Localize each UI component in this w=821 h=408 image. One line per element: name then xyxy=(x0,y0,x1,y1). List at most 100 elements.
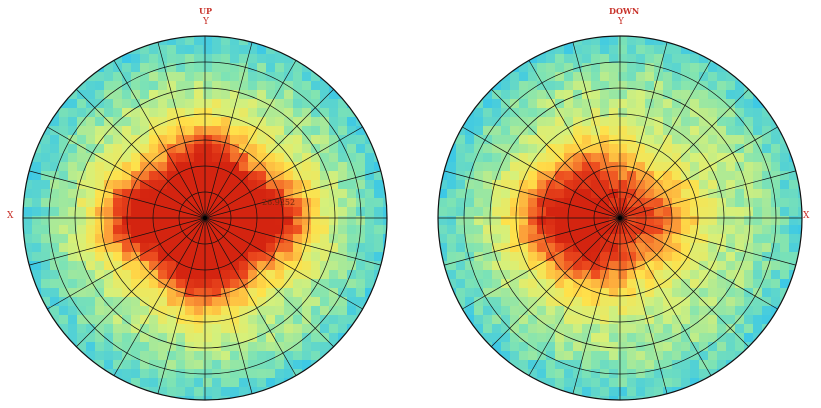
heatmap-cell xyxy=(122,90,132,100)
heatmap-cell xyxy=(663,45,673,55)
heatmap-cell xyxy=(555,144,565,154)
heatmap-cell xyxy=(383,234,387,244)
heatmap-cell xyxy=(167,315,177,325)
heatmap-cell xyxy=(609,90,619,100)
heatmap-cell xyxy=(582,369,592,379)
heatmap-cell xyxy=(230,270,240,280)
heatmap-cell xyxy=(221,252,231,262)
heatmap-cell xyxy=(465,126,475,136)
heatmap-cell xyxy=(708,144,718,154)
heatmap-cell xyxy=(275,297,285,307)
heatmap-cell xyxy=(528,306,538,316)
heatmap-cell xyxy=(645,180,655,190)
heatmap-cell xyxy=(113,333,123,343)
heatmap-cell xyxy=(528,90,538,100)
heatmap-cell xyxy=(122,270,132,280)
heatmap-cell xyxy=(753,297,763,307)
heatmap-cell xyxy=(284,360,294,370)
heatmap-cell xyxy=(365,306,375,316)
heatmap-cell xyxy=(591,270,601,280)
heatmap-cell xyxy=(456,288,466,298)
heatmap-cell xyxy=(447,153,457,163)
heatmap-cell xyxy=(798,270,802,280)
heatmap-cell xyxy=(744,207,754,217)
heatmap-cell xyxy=(519,171,529,181)
heatmap-cell xyxy=(546,108,556,118)
heatmap-cell xyxy=(663,54,673,64)
heatmap-cell xyxy=(492,126,502,136)
heatmap-cell xyxy=(564,81,574,91)
heatmap-cell xyxy=(483,297,493,307)
heatmap-cell xyxy=(185,162,195,172)
heatmap-cell xyxy=(546,63,556,73)
heatmap-cell xyxy=(645,117,655,127)
heatmap-cell xyxy=(483,261,493,271)
heatmap-cell xyxy=(735,279,745,289)
heatmap-cell xyxy=(239,369,249,379)
heatmap-cell xyxy=(690,297,700,307)
heatmap-cell xyxy=(537,360,547,370)
heatmap-cell xyxy=(708,243,718,253)
heatmap-cell xyxy=(302,135,312,145)
heatmap-cell xyxy=(501,243,511,253)
heatmap-cell xyxy=(618,153,628,163)
heatmap-cell xyxy=(681,63,691,73)
heatmap-cell xyxy=(221,153,231,163)
heatmap-cell xyxy=(582,324,592,334)
heatmap-cell xyxy=(194,270,204,280)
heatmap-cell xyxy=(699,351,709,361)
heatmap-cell xyxy=(176,360,186,370)
heatmap-cell xyxy=(95,261,105,271)
heatmap-cell xyxy=(582,351,592,361)
heatmap-cell xyxy=(582,207,592,217)
heatmap-cell xyxy=(320,108,330,118)
heatmap-cell xyxy=(654,162,664,172)
heatmap-cell xyxy=(338,126,348,136)
heatmap-cell xyxy=(176,225,186,235)
heatmap-cell xyxy=(311,351,321,361)
heatmap-cell xyxy=(383,270,387,280)
heatmap-cell xyxy=(212,45,222,55)
heatmap-cell xyxy=(492,135,502,145)
heatmap-cell xyxy=(356,270,366,280)
grid-spoke xyxy=(528,217,621,376)
heatmap-cell xyxy=(131,36,141,46)
heatmap-cell xyxy=(185,225,195,235)
heatmap-cell xyxy=(618,360,628,370)
heatmap-cell xyxy=(708,216,718,226)
heatmap-cell xyxy=(555,225,565,235)
heatmap-cell xyxy=(356,162,366,172)
heatmap-cell xyxy=(95,225,105,235)
heatmap-cell xyxy=(284,144,294,154)
heatmap-cell xyxy=(753,198,763,208)
heatmap-cell xyxy=(113,261,123,271)
heatmap-cell xyxy=(275,72,285,82)
heatmap-cell xyxy=(546,288,556,298)
heatmap-cell xyxy=(149,90,159,100)
heatmap-cell xyxy=(726,342,736,352)
heatmap-cell xyxy=(212,270,222,280)
heatmap-cell xyxy=(212,243,222,253)
heatmap-cell xyxy=(185,153,195,163)
heatmap-cell xyxy=(185,180,195,190)
heatmap-cell xyxy=(59,225,69,235)
heatmap-cell xyxy=(663,36,673,46)
heatmap-cell xyxy=(257,225,267,235)
heatmap-cell xyxy=(627,252,637,262)
heatmap-cell xyxy=(681,90,691,100)
heatmap-cell xyxy=(239,279,249,289)
heatmap-cell xyxy=(501,342,511,352)
heatmap-cell xyxy=(311,72,321,82)
heatmap-cell xyxy=(708,315,718,325)
heatmap-cell xyxy=(582,387,592,397)
heatmap-cell xyxy=(104,99,114,109)
heatmap-cell xyxy=(194,198,204,208)
heatmap-cell xyxy=(654,216,664,226)
heatmap-cell xyxy=(50,144,60,154)
heatmap-cell xyxy=(77,162,87,172)
heatmap-cell xyxy=(492,225,502,235)
heatmap-cell xyxy=(338,225,348,235)
heatmap-cell xyxy=(528,198,538,208)
heatmap-cell xyxy=(681,225,691,235)
heatmap-cell xyxy=(194,90,204,100)
